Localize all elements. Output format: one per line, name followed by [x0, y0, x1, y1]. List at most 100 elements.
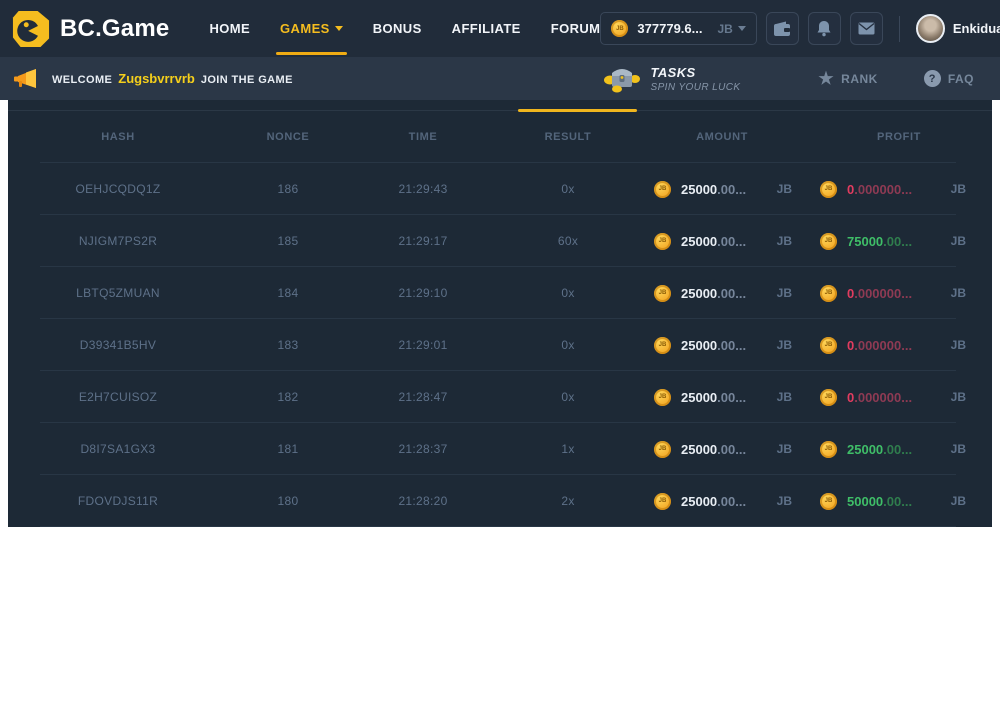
coin-icon-text: JB — [824, 394, 833, 400]
profit-dec: .000000... — [854, 389, 913, 405]
tasks-widget[interactable]: TASKS SPIN YOUR LUCK — [602, 63, 741, 95]
currency-suffix: JB — [776, 338, 792, 352]
messages-button[interactable] — [849, 12, 883, 45]
welcome-username[interactable]: Zugsbvrrvrb — [118, 71, 195, 86]
table-row[interactable]: LBTQ5ZMUAN 184 21:29:10 0x JB 25000.00..… — [8, 267, 992, 319]
coin-icon-text: JB — [824, 342, 833, 348]
profit-int: 0 — [847, 337, 855, 353]
result-cell: 0x — [561, 390, 575, 404]
welcome-message: WELCOME Zugsbvrrvrb JOIN THE GAME — [52, 71, 293, 86]
coin-icon: JB — [654, 336, 671, 354]
currency-suffix: JB — [776, 442, 792, 456]
avatar — [915, 14, 945, 43]
nonce-cell: 185 — [277, 234, 299, 248]
profit-cell: JB 0.000000... JB — [806, 284, 992, 302]
amount-dec: .00... — [717, 493, 747, 509]
user-name: Enkidua — [952, 21, 1000, 36]
nonce-cell: 181 — [277, 442, 299, 456]
coin-icon-text: JB — [824, 498, 833, 504]
amount-dec: .00... — [717, 441, 747, 457]
coin-icon: JB — [820, 440, 837, 458]
coin-icon: JB — [654, 232, 671, 250]
coin-icon: JB — [654, 492, 671, 510]
column-header-amount: AMOUNT — [696, 131, 748, 143]
table-header-row: HASH NONCE TIME RESULT AMOUNT PROFIT — [8, 111, 992, 163]
currency-suffix: JB — [950, 494, 966, 508]
user-menu[interactable]: Enkidua — [915, 14, 1000, 43]
faq-label: FAQ — [947, 71, 974, 86]
profit-value: 0.000000... — [847, 182, 912, 197]
profit-int: 75000 — [847, 233, 884, 249]
result-cell: 2x — [561, 494, 575, 508]
column-header-hash: HASH — [101, 131, 135, 143]
rank-button[interactable]: ★ RANK — [818, 70, 877, 87]
coin-icon-text: JB — [824, 446, 833, 452]
balance-currency: JB — [717, 22, 746, 36]
nonce-cell: 180 — [277, 494, 299, 508]
hash-cell: E2H7CUISOZ — [78, 390, 158, 404]
table-row[interactable]: OEHJCQDQ1Z 186 21:29:43 0x JB 25000.00..… — [8, 163, 992, 215]
amount-int: 25000 — [681, 233, 718, 249]
currency-suffix: JB — [776, 390, 792, 404]
time-cell: 21:28:47 — [398, 390, 448, 404]
coin-icon: JB — [820, 336, 837, 354]
time-cell: 21:29:01 — [398, 338, 448, 352]
nonce-cell: 186 — [277, 182, 299, 196]
tasks-title: TASKS — [650, 64, 696, 80]
amount-cell: JB 25000.00... JB — [638, 492, 806, 510]
tab-strip — [8, 100, 992, 112]
amount-cell: JB 25000.00... JB — [638, 284, 806, 302]
amount-dec: .00... — [717, 181, 747, 197]
column-header-time: TIME — [408, 131, 438, 143]
megaphone-icon — [12, 67, 38, 91]
wallet-button[interactable] — [765, 12, 799, 45]
chevron-down-icon — [334, 26, 343, 31]
coin-icon: JB — [820, 388, 837, 406]
currency-suffix: JB — [950, 442, 966, 456]
coin-icon: JB — [654, 284, 671, 302]
menu-item-games[interactable]: GAMES — [276, 0, 347, 57]
amount-value: 25000.00... — [681, 442, 746, 457]
profit-cell: JB 50000.00... JB — [806, 492, 992, 510]
table-row[interactable]: D39341B5HV 183 21:29:01 0x JB 25000.00..… — [8, 319, 992, 371]
notifications-button[interactable] — [807, 12, 841, 45]
coin-icon: JB — [654, 180, 671, 198]
hash-cell: FDOVDJS11R — [77, 494, 159, 508]
bets-panel: HASH NONCE TIME RESULT AMOUNT PROFIT OEH… — [8, 100, 992, 527]
column-header-result: RESULT — [544, 131, 592, 143]
announcement-bar: WELCOME Zugsbvrrvrb JOIN THE GAME TASKS … — [0, 57, 1000, 100]
currency-suffix: JB — [776, 286, 792, 300]
amount-value: 25000.00... — [681, 234, 746, 249]
bcgame-logo-icon — [12, 10, 50, 48]
faq-button[interactable]: ? FAQ — [923, 70, 974, 87]
welcome-prefix: WELCOME — [52, 74, 113, 86]
table-row[interactable]: D8I7SA1GX3 181 21:28:37 1x JB 25000.00..… — [8, 423, 992, 475]
coin-icon: JB — [820, 284, 837, 302]
amount-cell: JB 25000.00... JB — [638, 336, 806, 354]
hash-cell: D8I7SA1GX3 — [80, 442, 156, 456]
profit-value: 0.000000... — [847, 390, 912, 405]
active-tab-indicator — [518, 109, 637, 112]
balance-dropdown[interactable]: JB 377779.6... JB — [600, 12, 757, 45]
brand-logo[interactable]: BC.Game — [12, 10, 169, 48]
currency-suffix: JB — [776, 234, 792, 248]
currency-suffix: JB — [950, 338, 966, 352]
menu-label: HOME — [209, 21, 251, 36]
menu-item-affiliate[interactable]: AFFILIATE — [452, 0, 521, 57]
menu-item-home[interactable]: HOME — [209, 0, 250, 57]
profit-dec: .00... — [883, 493, 913, 509]
menu-item-forum[interactable]: FORUM — [551, 0, 601, 57]
table-row[interactable]: NJIGM7PS2R 185 21:29:17 60x JB 25000.00.… — [8, 215, 992, 267]
question-icon: ? — [923, 70, 941, 87]
nonce-cell: 182 — [277, 390, 299, 404]
profit-value: 75000.00... — [847, 234, 912, 249]
amount-int: 25000 — [681, 389, 718, 405]
profit-value: 25000.00... — [847, 442, 912, 457]
profit-int: 50000 — [847, 493, 884, 509]
profit-int: 25000 — [847, 441, 884, 457]
mail-icon — [858, 22, 875, 35]
table-row[interactable]: E2H7CUISOZ 182 21:28:47 0x JB 25000.00..… — [8, 371, 992, 423]
menu-item-bonus[interactable]: BONUS — [373, 0, 422, 57]
table-row[interactable]: FDOVDJS11R 180 21:28:20 2x JB 25000.00..… — [8, 475, 992, 527]
